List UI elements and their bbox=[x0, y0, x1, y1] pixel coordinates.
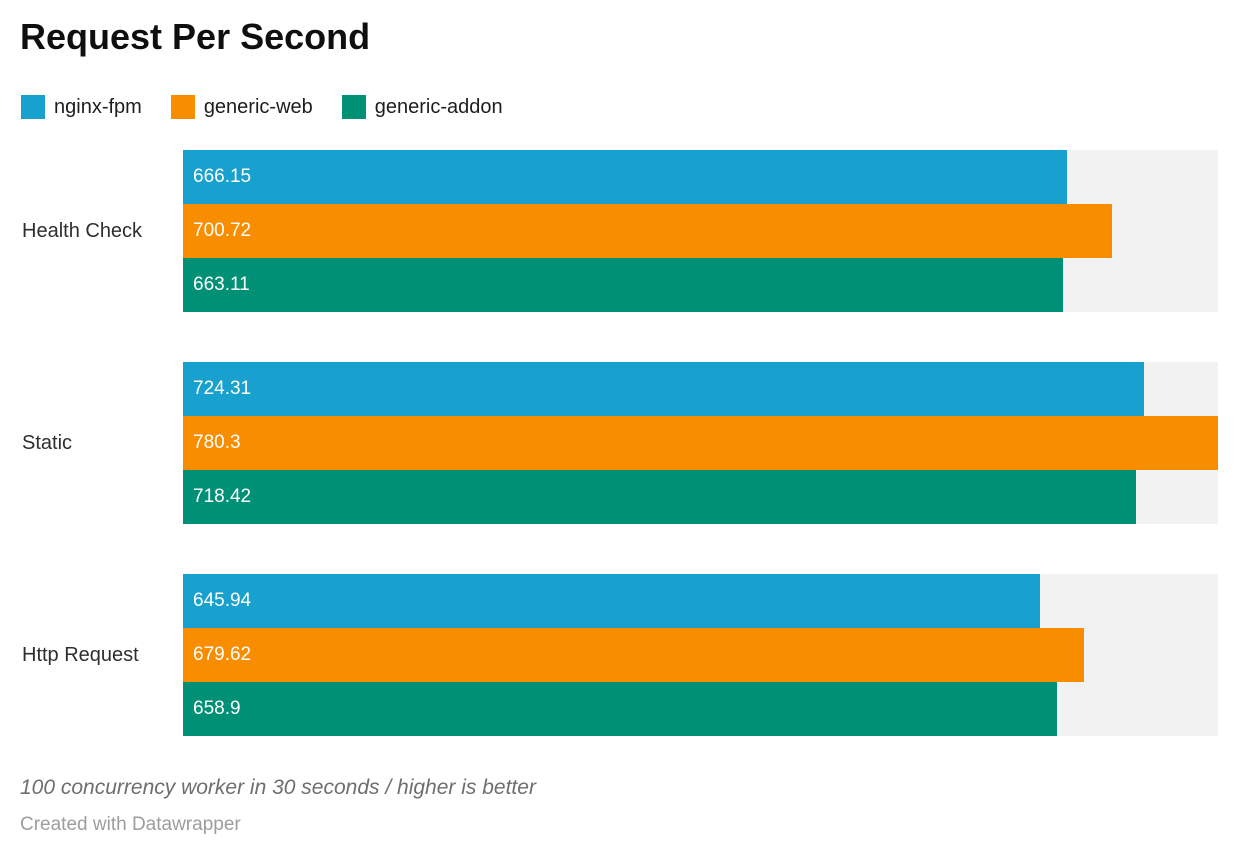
value-label: 700.72 bbox=[193, 220, 252, 241]
bar-generic-web: 700.72 bbox=[183, 204, 1113, 258]
legend-item-nginx-fpm: nginx-fpm bbox=[21, 95, 142, 119]
bar-track: 679.62 bbox=[183, 628, 1218, 682]
legend-swatch-icon bbox=[21, 95, 45, 119]
bar-track: 780.3 bbox=[183, 416, 1218, 470]
bar-generic-addon: 663.11 bbox=[183, 258, 1063, 312]
legend-item-generic-web: generic-web bbox=[170, 95, 313, 119]
chart-footnote: 100 concurrency worker in 30 seconds / h… bbox=[20, 776, 536, 799]
bar-generic-addon: 658.9 bbox=[183, 682, 1057, 736]
bar-track: 700.72 bbox=[183, 204, 1218, 258]
bar-group: 645.94 679.62 658.9 bbox=[183, 574, 1218, 736]
value-label: 645.94 bbox=[193, 590, 252, 611]
bar-group: 724.31 780.3 718.42 bbox=[183, 362, 1218, 524]
category-label: Http Request bbox=[22, 643, 139, 666]
value-label: 663.11 bbox=[193, 274, 250, 295]
bar-track: 724.31 bbox=[183, 362, 1218, 416]
value-label: 718.42 bbox=[193, 486, 252, 507]
value-label: 666.15 bbox=[193, 166, 252, 187]
value-label: 724.31 bbox=[193, 378, 252, 399]
datawrapper-credit-link[interactable]: Created with Datawrapper bbox=[20, 814, 241, 835]
legend-swatch-icon bbox=[341, 95, 366, 119]
bar-track: 718.42 bbox=[183, 470, 1218, 524]
legend-swatch-icon bbox=[170, 95, 195, 119]
bar-track: 645.94 bbox=[183, 574, 1218, 628]
legend-item-generic-addon: generic-addon bbox=[341, 95, 503, 119]
value-label: 658.9 bbox=[193, 698, 241, 719]
legend-label: generic-addon bbox=[374, 95, 503, 118]
bar-group: 666.15 700.72 663.11 bbox=[183, 150, 1218, 312]
bar-track: 658.9 bbox=[183, 682, 1218, 736]
value-label: 780.3 bbox=[193, 432, 241, 453]
bar-nginx-fpm: 645.94 bbox=[183, 574, 1040, 628]
category-group: Http Request 645.94 679.62 658.9 bbox=[0, 574, 1240, 736]
bar-nginx-fpm: 666.15 bbox=[183, 150, 1067, 204]
value-label: 679.62 bbox=[193, 644, 252, 665]
category-group: Health Check 666.15 700.72 663.11 bbox=[0, 150, 1240, 312]
bar-track: 666.15 bbox=[183, 150, 1218, 204]
bar-nginx-fpm: 724.31 bbox=[183, 362, 1144, 416]
legend-label: generic-web bbox=[203, 95, 313, 118]
bar-generic-web: 780.3 bbox=[183, 416, 1218, 470]
bar-generic-addon: 718.42 bbox=[183, 470, 1136, 524]
bar-track: 663.11 bbox=[183, 258, 1218, 312]
chart-title: Request Per Second bbox=[20, 16, 371, 57]
category-label: Static bbox=[22, 431, 73, 454]
category-label: Health Check bbox=[22, 219, 143, 242]
bar-chart: Health Check 666.15 700.72 663.11 Static 724.… bbox=[0, 150, 1240, 786]
legend-label: nginx-fpm bbox=[54, 95, 142, 118]
bar-generic-web: 679.62 bbox=[183, 628, 1085, 682]
category-group: Static 724.31 780.3 718.42 bbox=[0, 362, 1240, 524]
legend: nginx-fpm generic-web generic-addon bbox=[21, 95, 532, 119]
